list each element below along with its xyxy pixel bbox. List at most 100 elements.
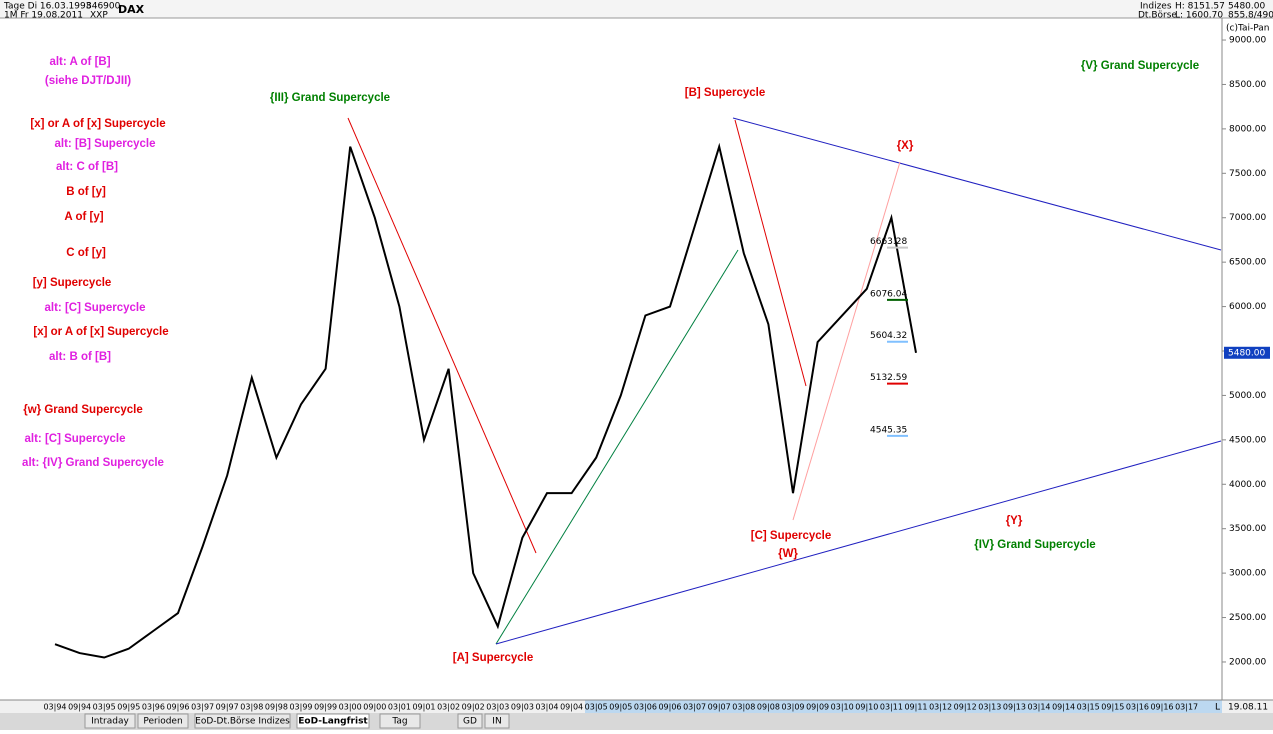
wave-label: [C] Supercycle (751, 530, 832, 542)
x-tick-label: 03|95 (93, 703, 116, 712)
fib-level-label: 4545.35 (870, 425, 907, 435)
x-tick-label: 03|16 (1126, 703, 1149, 712)
y-tick-label: 4000.00 (1229, 480, 1266, 490)
y-tick-label: 4500.00 (1229, 435, 1266, 445)
trend-line (347, 117, 537, 554)
tab-bar (0, 713, 1273, 730)
wave-label: [x] or A of [x] Supercycle (33, 326, 168, 338)
x-tick-label: 03|98 (240, 703, 263, 712)
tab-label[interactable]: IN (492, 717, 501, 727)
x-tick-label: 09|09 (806, 703, 829, 712)
wave-label: [y] Supercycle (33, 277, 112, 289)
tab[interactable] (296, 713, 370, 729)
header-text: XXP (90, 11, 108, 21)
x-tick-label: 09|12 (954, 703, 977, 712)
header-text: H: 8151.57 (1175, 2, 1225, 12)
x-tick-label: 09|96 (166, 703, 189, 712)
tab[interactable] (194, 713, 291, 729)
tab-label[interactable]: Tag (391, 717, 407, 727)
wave-label: C of [y] (66, 247, 106, 259)
wave-label: alt: [C] Supercycle (45, 302, 146, 314)
symbol: DAX (118, 3, 145, 16)
x-tick-label: 03|10 (831, 703, 854, 712)
header-text: 1M Fr 19.08.2011 (4, 11, 83, 21)
x-tick-label: 03|06 (634, 703, 657, 712)
x-tick-label: 03|94 (43, 703, 66, 712)
x-tick-label: 09|10 (855, 703, 878, 712)
wave-label: {w} Grand Supercycle (23, 404, 143, 416)
header-text: 846900 (86, 2, 121, 12)
x-tick-label: 03|99 (289, 703, 312, 712)
x-tick-label: 09|13 (1003, 703, 1026, 712)
x-tick-label: 09|94 (68, 703, 91, 712)
wave-label: {Y} (1006, 515, 1023, 527)
trend-lines (347, 117, 1222, 645)
tab[interactable] (484, 713, 510, 729)
y-tick-label: 9000.00 (1229, 36, 1266, 46)
header-bar (0, 0, 1273, 18)
wave-label: (siehe DJT/DJII) (45, 75, 131, 87)
header-text: Indizes (1140, 2, 1172, 12)
tab[interactable] (457, 713, 483, 729)
x-tick-label: 09|05 (609, 703, 632, 712)
tab-label[interactable]: GD (463, 717, 477, 727)
wave-label: [A] Supercycle (453, 652, 534, 664)
y-tick-label: 2500.00 (1229, 613, 1266, 623)
x-tick-label: 03|15 (1077, 703, 1100, 712)
x-tick-label: 09|95 (117, 703, 140, 712)
x-tick-label: 03|08 (732, 703, 755, 712)
trend-line (734, 119, 807, 387)
tab-label[interactable]: Intraday (91, 717, 129, 727)
tab[interactable] (84, 713, 136, 729)
fib-level-label: 5604.32 (870, 331, 907, 341)
x-tick-label: 09|04 (560, 703, 583, 712)
x-tick-label: 03|17 (1175, 703, 1198, 712)
x-tick-label: 03|97 (191, 703, 214, 712)
y-tick-label: 6500.00 (1229, 258, 1266, 268)
tab-label[interactable]: Perioden (143, 717, 182, 727)
tab-label[interactable]: EoD-Dt.Börse Indizes (195, 717, 290, 727)
x-tick-label: 03|14 (1027, 703, 1050, 712)
trend-line (732, 117, 1222, 251)
wave-label: [B] Supercycle (685, 87, 766, 99)
future-zone (585, 700, 1222, 713)
y-tick-label: 3500.00 (1229, 524, 1266, 534)
tab[interactable] (379, 713, 421, 729)
x-tick-label: 09|00 (363, 703, 386, 712)
last-price-box (1224, 346, 1270, 359)
x-tick-label: 09|03 (511, 703, 534, 712)
x-tick-label: 03|05 (585, 703, 608, 712)
x-tick-label: 09|07 (708, 703, 731, 712)
wave-label: {III} Grand Supercycle (270, 92, 390, 104)
x-tick-label: 03|07 (683, 703, 706, 712)
wave-label: alt: B of [B] (49, 351, 111, 363)
x-tick-label: 09|01 (412, 703, 435, 712)
x-tick-label: 09|15 (1101, 703, 1124, 712)
header-text: 5480.00 (1228, 2, 1265, 12)
wave-label: alt: [B] Supercycle (55, 138, 156, 150)
scale-mode: L (1215, 703, 1220, 713)
wave-label: {X} (897, 140, 914, 152)
header-text: Tage Di 16.03.1993 (3, 2, 91, 12)
y-tick-label: 8000.00 (1229, 124, 1266, 134)
wave-label: {W} (778, 548, 798, 560)
x-tick-label: 09|02 (462, 703, 485, 712)
x-tick-label: 09|11 (904, 703, 927, 712)
y-tick-label: 2000.00 (1229, 657, 1266, 667)
wave-label: B of [y] (66, 186, 106, 198)
last-price: 5480.00 (1228, 348, 1265, 358)
x-tick-label: 03|96 (142, 703, 165, 712)
x-tick-label: 09|97 (216, 703, 239, 712)
x-tick-label: 03|00 (339, 703, 362, 712)
tab-label[interactable]: EoD-Langfrist (298, 717, 368, 727)
wave-label: alt: {IV} Grand Supercycle (22, 457, 164, 469)
wave-label: alt: C of [B] (56, 161, 118, 173)
x-tick-label: 09|99 (314, 703, 337, 712)
trend-line (495, 440, 1222, 645)
wave-label: {V} Grand Supercycle (1081, 60, 1199, 72)
fib-level-label: 6076.04 (870, 289, 907, 299)
tab[interactable] (137, 713, 189, 729)
copyright: (c)Tai-Pan (1226, 24, 1269, 34)
